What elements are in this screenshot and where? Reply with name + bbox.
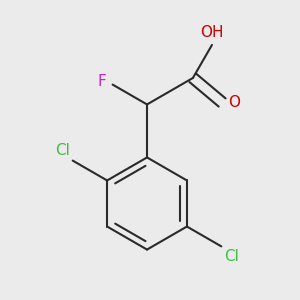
- Text: OH: OH: [200, 26, 224, 40]
- Text: Cl: Cl: [224, 249, 239, 264]
- Text: F: F: [98, 74, 107, 89]
- Text: O: O: [228, 95, 240, 110]
- Text: Cl: Cl: [55, 142, 70, 158]
